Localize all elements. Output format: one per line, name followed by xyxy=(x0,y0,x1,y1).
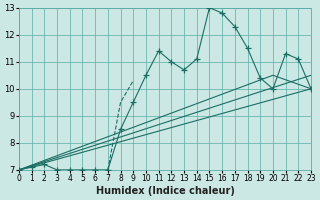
X-axis label: Humidex (Indice chaleur): Humidex (Indice chaleur) xyxy=(96,186,235,196)
